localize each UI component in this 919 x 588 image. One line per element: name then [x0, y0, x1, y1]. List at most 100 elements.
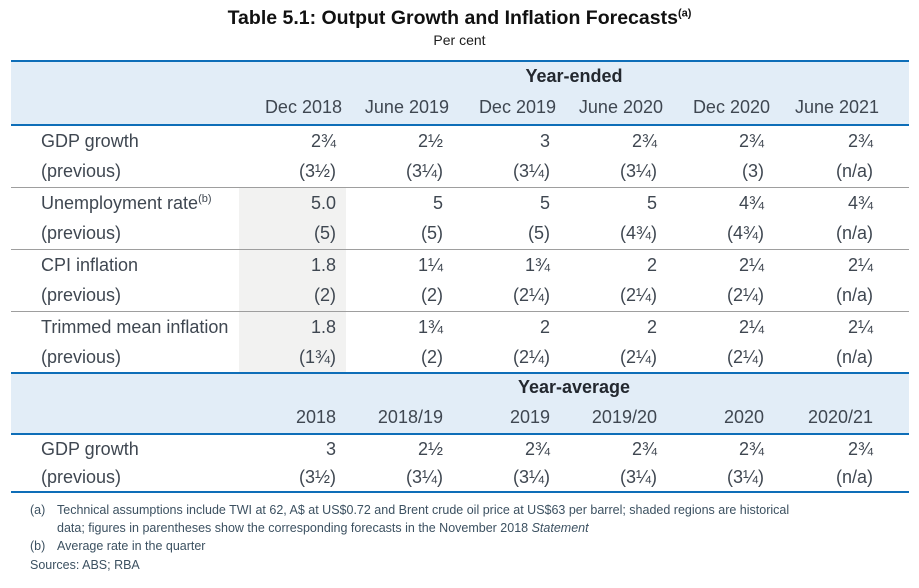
table-cell: (5): [421, 223, 443, 244]
row-gdp-growth: GDP growth 2¾ 2½ 3 2¾ 2¾ 2¾: [11, 125, 909, 156]
table-cell: 2¾: [847, 438, 874, 459]
empty-corner-cell: [11, 61, 239, 92]
table-cell-historical: 5.0: [239, 186, 346, 219]
table-cell: 4¾: [667, 186, 774, 219]
row-unemployment-previous: (previous) (5) (5) (5) (4¾) (4¾) (n/a): [11, 218, 909, 250]
title-footnote-marker: (a): [677, 7, 692, 20]
table-cell: 5: [560, 186, 667, 219]
row-unemployment-rate: Unemployment rate(b) 5.0 5 5 5 4¾ 4¾: [11, 186, 910, 219]
table-cell: (3): [742, 161, 764, 182]
row-label: (previous): [11, 463, 239, 494]
year-average-section-label: Year-average: [239, 372, 910, 402]
table-cell: 2¾: [524, 438, 550, 459]
year-average-columns-row: 2018 2018/19 2019 2019/20 2020 2020/21: [11, 401, 910, 436]
label-footnote-marker: (b): [198, 192, 212, 205]
table-cell: 1¾: [346, 310, 453, 343]
table-cell: (2): [421, 346, 443, 367]
table-cell: (3½): [239, 463, 346, 494]
table-cell: (2¼): [726, 346, 764, 367]
footnote-a-line1: Technical assumptions include TWI at 62,…: [57, 503, 790, 518]
table-cell: (n/a): [836, 346, 874, 367]
table-cell-historical: 1.8: [239, 248, 346, 281]
table-cell: 4¾: [774, 186, 910, 219]
column-header: June 2020: [560, 91, 667, 127]
row-cpi-inflation: CPI inflation 1.8 1¼ 1¾ 2 2¼ 2¼: [11, 248, 910, 281]
year-ended-body: GDP growth 2¾ 2½ 3 2¾ 2¾ 2¾ (previous) (…: [11, 125, 910, 374]
table-cell-historical: (5): [239, 218, 346, 250]
table-cell: 2¾: [310, 130, 336, 151]
forecast-table: Year-ended Dec 2018 June 2019 Dec 2019 J…: [11, 60, 910, 494]
table-cell: (2¼): [619, 346, 657, 367]
table-cell: 1¾: [453, 248, 560, 281]
forecast-table-wrap: Year-ended Dec 2018 June 2019 Dec 2019 J…: [11, 60, 910, 494]
table-cell: (3½): [298, 161, 336, 182]
table-cell: (n/a): [836, 223, 874, 244]
column-header: 2018/19: [346, 401, 453, 436]
row-label: (previous): [41, 285, 122, 306]
table-cell: 3: [539, 130, 550, 151]
table-cell: (2¼): [726, 285, 764, 306]
table-cell: (3¼): [560, 463, 667, 494]
row-cpi-previous: (previous) (2) (2) (2¼) (2¼) (2¼) (n/a): [11, 280, 909, 312]
footnote-b-text: Average rate in the quarter: [57, 538, 206, 553]
empty-corner-cell: [11, 401, 239, 436]
footnote-a-italic: Statement: [531, 521, 589, 536]
column-header: 2019: [453, 401, 560, 436]
table-cell: 5: [453, 186, 560, 219]
table-cell: 2½: [417, 438, 443, 459]
row-label: CPI inflation: [11, 248, 239, 281]
table-cell-historical: 1.8: [239, 310, 346, 343]
table-cell: (5): [528, 223, 550, 244]
footnotes: (a) Technical assumptions include TWI at…: [30, 502, 898, 574]
row-label: Trimmed mean inflation: [11, 310, 239, 343]
column-header: June 2021: [774, 91, 910, 127]
table-cell: (3¼): [619, 161, 657, 182]
row-trimmed-mean-previous: (previous) (1¾) (2) (2¼) (2¼) (2¼) (n/a): [11, 342, 909, 374]
table-subtitle: Per cent: [433, 32, 486, 49]
column-header: Dec 2019: [453, 91, 560, 127]
year-average-body: GDP growth 3 2½ 2¾ 2¾ 2¾ 2¾ (previous) (…: [11, 434, 910, 494]
table-cell: (3¼): [405, 161, 443, 182]
table-cell: (3¼): [453, 463, 560, 494]
row-gdp-growth-previous: (previous) (3½) (3¼) (3¼) (3¼) (3) (n/a): [11, 156, 909, 187]
footnote-a-text: Technical assumptions include TWI at 62,…: [57, 502, 898, 538]
title-block: Table 5.1: Output Growth and Inflation F…: [0, 0, 919, 48]
empty-corner-cell: [11, 91, 239, 127]
table-cell: (4¾): [726, 223, 764, 244]
table-cell: (3¼): [346, 463, 453, 494]
table-cell: 1¼: [346, 248, 453, 281]
row-label: (previous): [41, 161, 122, 182]
table-cell: (4¾): [619, 223, 657, 244]
row-label: GDP growth: [41, 438, 139, 459]
table-cell: 2¾: [631, 130, 657, 151]
table-cell: (2¼): [619, 285, 657, 306]
table-cell: 2½: [417, 130, 443, 151]
row-trimmed-mean-inflation: Trimmed mean inflation 1.8 1¾ 2 2 2¼ 2¼: [11, 310, 910, 343]
column-header: Dec 2018: [239, 91, 346, 127]
table-cell: 2: [560, 310, 667, 343]
row-label: Unemployment rate(b): [11, 186, 239, 219]
empty-corner-cell: [11, 372, 239, 402]
table-cell: 2¾: [847, 130, 874, 151]
row-label: GDP growth: [41, 130, 139, 151]
table-cell-historical: (1¾): [239, 342, 346, 374]
table-cell: 2¼: [774, 310, 910, 343]
table-cell: (2¼): [512, 346, 550, 367]
footnote-b: (b) Average rate in the quarter: [30, 538, 898, 556]
column-header: 2020/21: [774, 401, 910, 436]
table-cell: 5: [346, 186, 453, 219]
table-cell: 2: [453, 310, 560, 343]
table-cell: 2¼: [667, 310, 774, 343]
column-header: June 2019: [346, 91, 453, 127]
table-cell: 2¾: [738, 130, 764, 151]
year-average-header: Year-average 2018 2018/19 2019 2019/20 2…: [11, 372, 910, 436]
footnote-b-marker: (b): [30, 538, 46, 553]
table-cell: (n/a): [836, 161, 874, 182]
table-cell: (3¼): [512, 161, 550, 182]
row-label: (previous): [41, 346, 122, 367]
table-title-text: Table 5.1: Output Growth and Inflation F…: [227, 7, 678, 29]
table-cell: 2¼: [774, 248, 910, 281]
footnote-a-line2: data; figures in parentheses show the co…: [57, 521, 532, 536]
row-label-text: Unemployment rate: [41, 192, 199, 213]
